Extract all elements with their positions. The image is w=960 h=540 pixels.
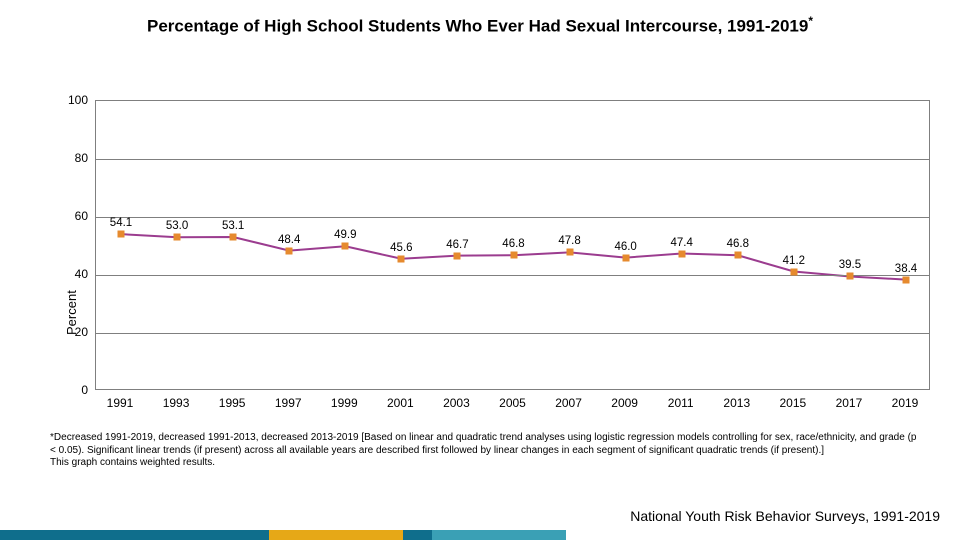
data-marker — [846, 273, 853, 280]
x-tick-label: 2003 — [443, 396, 470, 410]
page-title: Percentage of High School Students Who E… — [0, 0, 960, 37]
value-label: 53.0 — [166, 220, 188, 232]
x-tick-label: 2011 — [668, 396, 694, 410]
chart: Percent 54.153.053.148.449.945.646.746.8… — [50, 100, 930, 390]
x-tick-label: 1993 — [163, 396, 190, 410]
stripe — [0, 530, 269, 540]
x-tick-label: 2019 — [892, 396, 919, 410]
x-tick-label: 2001 — [387, 396, 414, 410]
data-marker — [678, 250, 685, 257]
gridline — [96, 159, 929, 160]
value-label: 41.2 — [783, 255, 805, 267]
data-marker — [903, 276, 910, 283]
x-tick-label: 2015 — [779, 396, 806, 410]
x-tick-label: 1999 — [331, 396, 358, 410]
value-label: 53.1 — [222, 220, 244, 232]
data-marker — [174, 234, 181, 241]
stripe — [403, 530, 432, 540]
title-text: Percentage of High School Students Who E… — [147, 17, 808, 36]
data-marker — [398, 255, 405, 262]
data-marker — [734, 252, 741, 259]
x-tick-label: 2005 — [499, 396, 526, 410]
x-tick-label: 2009 — [611, 396, 638, 410]
value-label: 39.5 — [839, 259, 861, 271]
footnote: *Decreased 1991-2019, decreased 1991-201… — [50, 432, 920, 470]
source-citation: National Youth Risk Behavior Surveys, 19… — [630, 508, 940, 524]
x-tick-label: 1997 — [275, 396, 302, 410]
value-label: 45.6 — [390, 242, 412, 254]
x-tick-label: 2017 — [836, 396, 863, 410]
y-tick-label: 0 — [50, 383, 88, 397]
stripe — [432, 530, 566, 540]
gridline — [96, 333, 929, 334]
value-label: 46.8 — [502, 238, 524, 250]
data-marker — [790, 268, 797, 275]
y-tick-label: 60 — [50, 209, 88, 223]
y-tick-label: 100 — [50, 93, 88, 107]
data-marker — [286, 247, 293, 254]
data-marker — [230, 234, 237, 241]
decorative-stripes — [0, 530, 960, 540]
stripe — [566, 530, 960, 540]
data-marker — [342, 243, 349, 250]
value-label: 54.1 — [110, 217, 132, 229]
x-tick-label: 2007 — [555, 396, 582, 410]
data-marker — [622, 254, 629, 261]
data-marker — [454, 252, 461, 259]
plot-area: 54.1 53.0 53.1 48.4 49.9 45.6 46.7 46.8 47.8 46.0… — [95, 100, 930, 390]
value-label: 47.4 — [671, 237, 693, 249]
stripe — [269, 530, 403, 540]
value-label: 47.8 — [558, 235, 580, 247]
y-tick-label: 40 — [50, 267, 88, 281]
gridline — [96, 217, 929, 218]
footnote-text: Decreased 1991-2019, decreased 1991-2013… — [50, 432, 916, 456]
x-tick-label: 1991 — [107, 396, 134, 410]
value-label: 46.8 — [727, 238, 749, 250]
value-label: 46.0 — [614, 241, 636, 253]
value-label: 38.4 — [895, 263, 917, 275]
footnote-text-2: This graph contains weighted results. — [50, 457, 215, 468]
x-tick-label: 2013 — [723, 396, 750, 410]
y-tick-label: 80 — [50, 151, 88, 165]
x-tick-label: 1995 — [219, 396, 246, 410]
value-label: 48.4 — [278, 234, 300, 246]
data-marker — [118, 231, 125, 238]
data-marker — [566, 249, 573, 256]
value-label: 49.9 — [334, 229, 356, 241]
gridline — [96, 275, 929, 276]
y-tick-label: 20 — [50, 325, 88, 339]
value-label: 46.7 — [446, 239, 468, 251]
title-asterisk: * — [808, 14, 813, 28]
data-marker — [510, 252, 517, 259]
